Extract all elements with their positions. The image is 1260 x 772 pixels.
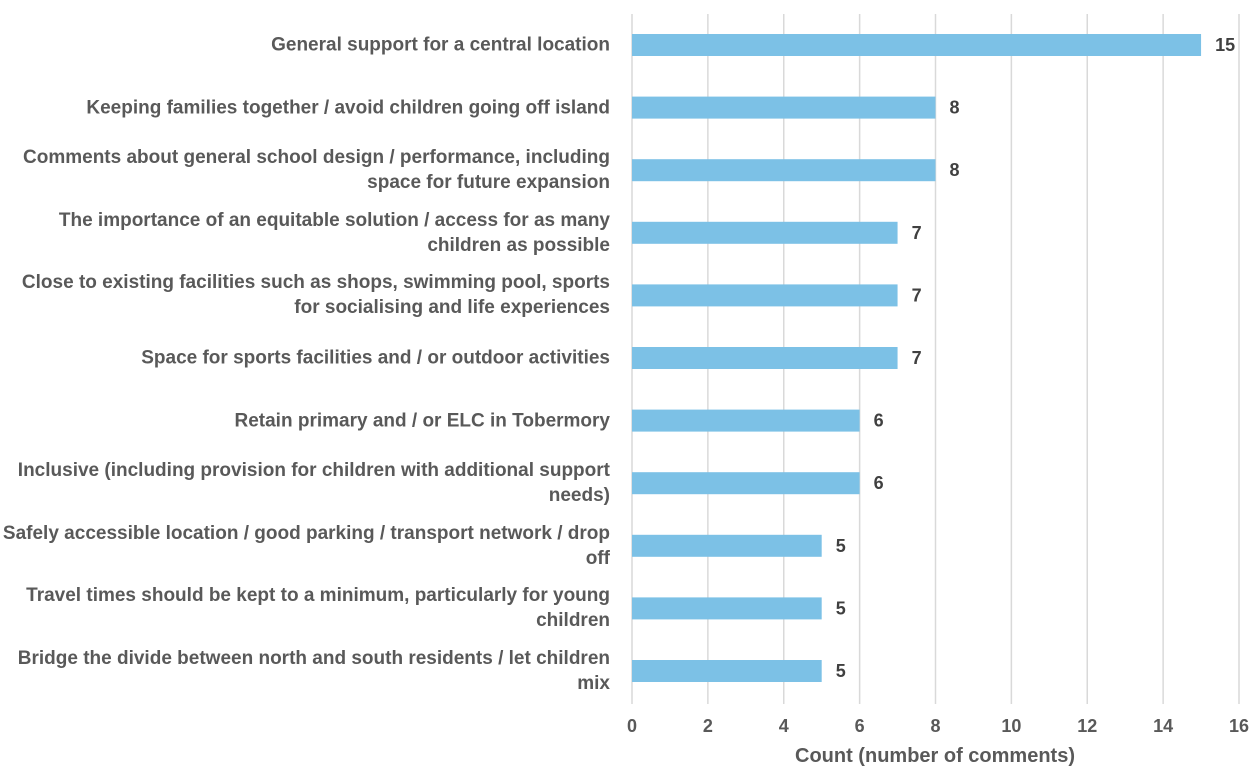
category-label: General support for a central location (2, 33, 610, 58)
category-label: Inclusive (including provision for child… (2, 458, 610, 508)
x-tick-labels: 0 2 4 6 8 10 12 14 16 (627, 716, 1249, 736)
bar (632, 347, 898, 369)
category-label: Space for sports facilities and / or out… (2, 346, 610, 371)
x-tick-label: 10 (1001, 716, 1021, 736)
data-label: 5 (836, 536, 846, 556)
bar (632, 159, 936, 181)
x-tick-label: 4 (779, 716, 789, 736)
data-label: 6 (874, 411, 884, 431)
data-label: 5 (836, 598, 846, 618)
category-label: Close to existing facilities such as sho… (2, 270, 610, 320)
category-label: Safely accessible location / good parkin… (2, 521, 610, 571)
x-tick-label: 0 (627, 716, 637, 736)
data-label: 15 (1215, 35, 1235, 55)
data-label: 8 (950, 160, 960, 180)
category-label: Travel times should be kept to a minimum… (2, 583, 610, 633)
category-label: Bridge the divide between north and sout… (2, 646, 610, 696)
bar (632, 284, 898, 306)
bar (632, 410, 860, 432)
bar (632, 97, 936, 119)
data-label: 6 (874, 473, 884, 493)
bar (632, 660, 822, 682)
data-label: 7 (912, 223, 922, 243)
bar (632, 34, 1201, 56)
bar (632, 222, 898, 244)
x-tick-label: 2 (703, 716, 713, 736)
x-tick-label: 6 (855, 716, 865, 736)
x-tick-label: 16 (1229, 716, 1249, 736)
category-label: Keeping families together / avoid childr… (2, 95, 610, 120)
category-label: Retain primary and / or ELC in Tobermory (2, 408, 610, 433)
x-tick-label: 12 (1077, 716, 1097, 736)
bar (632, 535, 822, 557)
category-label: Comments about general school design / p… (2, 145, 610, 195)
bar (632, 472, 860, 494)
category-label: The importance of an equitable solution … (2, 208, 610, 258)
x-axis-title: Count (number of comments) (795, 745, 1075, 767)
data-label: 7 (912, 285, 922, 305)
data-label: 7 (912, 348, 922, 368)
data-label: 5 (836, 661, 846, 681)
x-tick-label: 14 (1153, 716, 1173, 736)
data-label: 8 (950, 98, 960, 118)
bar (632, 597, 822, 619)
x-tick-label: 8 (930, 716, 940, 736)
